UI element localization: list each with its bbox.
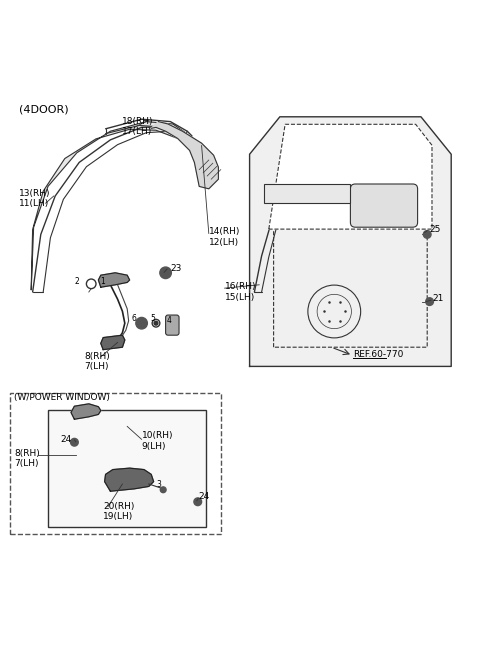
- Text: 25: 25: [430, 225, 441, 234]
- Polygon shape: [151, 121, 218, 189]
- Circle shape: [154, 321, 158, 325]
- Text: 10(RH)
9(LH): 10(RH) 9(LH): [142, 431, 173, 451]
- Bar: [264, 184, 350, 203]
- Text: (4DOOR): (4DOOR): [19, 105, 69, 115]
- Text: 18(RH)
17(LH): 18(RH) 17(LH): [122, 117, 154, 136]
- Text: 8(RH)
7(LH): 8(RH) 7(LH): [84, 352, 110, 371]
- Circle shape: [160, 267, 171, 279]
- Text: 16(RH)
15(LH): 16(RH) 15(LH): [225, 282, 256, 302]
- Text: REF.60-770: REF.60-770: [353, 350, 403, 359]
- Polygon shape: [269, 124, 432, 229]
- Circle shape: [136, 318, 147, 329]
- Polygon shape: [101, 335, 125, 350]
- Circle shape: [194, 498, 202, 506]
- FancyBboxPatch shape: [350, 184, 418, 227]
- Text: 1: 1: [100, 277, 105, 286]
- Circle shape: [71, 438, 78, 446]
- Text: 24: 24: [198, 493, 209, 501]
- Circle shape: [426, 298, 433, 306]
- Text: 24: 24: [60, 435, 71, 444]
- Text: 21: 21: [432, 295, 444, 303]
- Polygon shape: [105, 468, 154, 491]
- Text: 13(RH)
11(LH): 13(RH) 11(LH): [19, 189, 51, 208]
- Text: 14(RH)
12(LH): 14(RH) 12(LH): [209, 227, 240, 247]
- Bar: [10, 393, 221, 535]
- Text: 23: 23: [170, 264, 182, 274]
- Polygon shape: [71, 404, 101, 419]
- Text: 8(RH)
7(LH): 8(RH) 7(LH): [14, 449, 40, 468]
- Text: 3: 3: [156, 480, 161, 489]
- Polygon shape: [98, 273, 130, 287]
- Circle shape: [160, 487, 166, 493]
- Text: (W/POWER WINDOW): (W/POWER WINDOW): [14, 393, 110, 402]
- Text: 6: 6: [131, 314, 136, 323]
- Text: 20(RH)
19(LH): 20(RH) 19(LH): [103, 502, 134, 521]
- Circle shape: [423, 230, 431, 238]
- Text: 2: 2: [74, 277, 79, 286]
- Polygon shape: [31, 121, 185, 289]
- Bar: [48, 409, 206, 527]
- FancyBboxPatch shape: [166, 315, 179, 335]
- Text: 4: 4: [167, 316, 172, 325]
- Text: 5: 5: [150, 314, 155, 323]
- Polygon shape: [250, 117, 451, 367]
